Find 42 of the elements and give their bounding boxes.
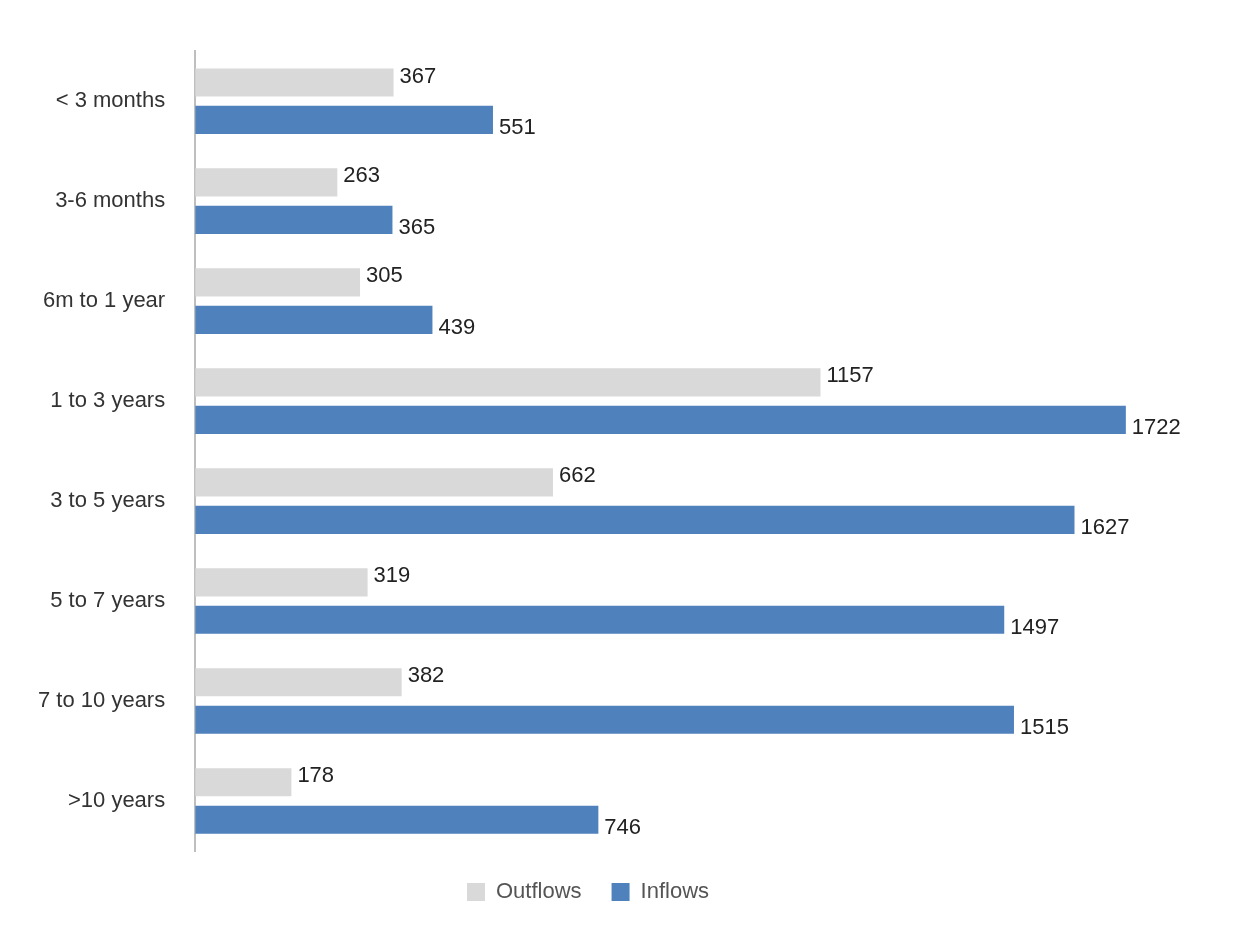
bar (195, 568, 368, 597)
y-tick-label: 1 to 3 years (50, 387, 166, 413)
data-label: 1515 (1019, 713, 1069, 739)
bar (195, 805, 599, 834)
bar (195, 105, 493, 134)
data-label: 1722 (1131, 413, 1181, 439)
data-label: 746 (604, 813, 642, 839)
y-tick-label: 6m to 1 year (42, 287, 166, 313)
data-label: 1157 (826, 362, 874, 388)
bar (195, 68, 394, 97)
data-label: 662 (558, 462, 596, 488)
data-label: 365 (398, 213, 436, 239)
data-label: 382 (407, 662, 445, 688)
y-tick-label: >10 years (67, 787, 166, 813)
bar (195, 368, 821, 397)
data-label: 305 (366, 262, 403, 288)
y-tick-label: 3 to 5 years (50, 487, 166, 513)
data-label: 367 (399, 62, 437, 88)
bar (195, 305, 433, 334)
data-label: 1497 (1010, 613, 1060, 639)
legend-label: Inflows (640, 878, 710, 904)
legend-label: Outflows (495, 878, 582, 904)
bar (195, 668, 402, 697)
data-label: 551 (498, 114, 536, 139)
bar (195, 268, 361, 297)
bar (195, 705, 1014, 734)
bar (195, 605, 1005, 634)
data-label: 439 (438, 313, 476, 339)
data-label: 319 (373, 562, 411, 588)
data-label: 263 (343, 162, 381, 188)
data-label: 178 (297, 762, 335, 788)
bar (195, 468, 553, 497)
bar (195, 505, 1075, 534)
bar (195, 168, 338, 197)
y-tick-label: 5 to 7 years (50, 587, 166, 613)
bar (195, 768, 292, 797)
y-tick-label: 3-6 months (55, 187, 166, 213)
bar (195, 405, 1126, 434)
y-tick-label: 7 to 10 years (38, 687, 166, 713)
bar (195, 205, 393, 234)
data-label: 1627 (1080, 513, 1130, 539)
y-tick-label: < 3 months (55, 87, 166, 113)
